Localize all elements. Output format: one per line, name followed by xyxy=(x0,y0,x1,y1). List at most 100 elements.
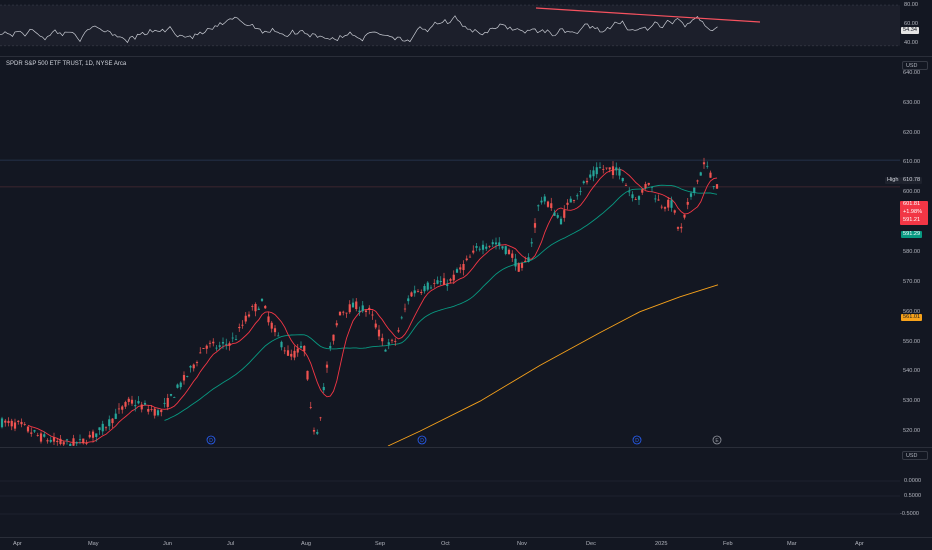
candle-140 xyxy=(455,267,459,273)
candle-8 xyxy=(26,425,30,434)
indicator-axis[interactable]: 0.0000 0.5000 -0.5000 xyxy=(900,448,932,536)
candle-body xyxy=(540,200,543,203)
candle-body xyxy=(143,402,147,405)
candle-92 xyxy=(299,341,303,349)
candle-202 xyxy=(657,194,660,201)
candle-38 xyxy=(124,400,127,409)
rsi-pane[interactable] xyxy=(0,0,900,56)
candle-122 xyxy=(397,327,400,333)
price-tick-10: 540.00 xyxy=(903,368,921,375)
candle-13 xyxy=(43,431,46,438)
candle-body xyxy=(30,432,33,434)
candle-161 xyxy=(524,256,527,263)
last-extra: 591.21 xyxy=(903,217,921,223)
candle-64 xyxy=(208,340,212,348)
price-tick-8: 560.00 xyxy=(903,308,921,315)
candle-body xyxy=(524,260,527,263)
candle-145 xyxy=(472,245,475,255)
candle-120 xyxy=(390,338,394,344)
candle-31 xyxy=(101,420,104,435)
indicator-pane[interactable] xyxy=(0,448,900,536)
candle-9 xyxy=(30,427,33,437)
pane-separator-2[interactable] xyxy=(0,447,932,448)
candle-76 xyxy=(247,311,251,318)
rsi-axis[interactable]: 80.00 60.00 40.00 54.34 xyxy=(900,0,932,56)
candle-1 xyxy=(4,418,7,427)
candle-body xyxy=(634,199,637,201)
candle-body xyxy=(572,200,576,201)
candle-105 xyxy=(342,310,345,316)
candle-157 xyxy=(511,250,514,262)
candle-88 xyxy=(286,345,290,357)
candle-27 xyxy=(88,431,91,439)
candle-68 xyxy=(221,337,225,349)
currency-button[interactable]: USD xyxy=(902,61,928,70)
candle-139 xyxy=(452,270,455,285)
candle-167 xyxy=(543,194,546,205)
candle-body xyxy=(251,306,254,308)
candle-104 xyxy=(338,311,342,316)
candle-body xyxy=(449,279,452,281)
candle-body xyxy=(546,201,550,207)
candle-body xyxy=(104,427,108,429)
candle-body xyxy=(355,301,358,310)
price-tick-3: 610.00 xyxy=(903,159,921,166)
date-label-9: 2025 xyxy=(655,541,668,547)
event-marker-1: D xyxy=(417,435,427,445)
candle-body xyxy=(595,167,598,175)
candle-5 xyxy=(17,420,20,425)
candle-body xyxy=(0,418,4,428)
candle-body xyxy=(364,310,368,313)
candle-body xyxy=(101,423,104,432)
event-marker-circle xyxy=(632,435,642,445)
candle-body xyxy=(46,440,49,442)
candle-body xyxy=(273,328,277,333)
candle-33 xyxy=(108,415,111,430)
candle-29 xyxy=(95,433,98,442)
candle-body xyxy=(650,186,654,188)
candle-118 xyxy=(384,348,387,352)
candle-184 xyxy=(598,162,602,169)
candle-185 xyxy=(602,164,605,174)
candle-body xyxy=(351,302,355,308)
candle-212 xyxy=(689,191,693,200)
candle-body xyxy=(550,203,553,209)
candle-body xyxy=(683,214,686,218)
date-label-4: Aug xyxy=(301,541,311,547)
candle-200 xyxy=(650,186,654,193)
pane-separator-1[interactable] xyxy=(0,56,932,57)
candle-98 xyxy=(319,416,322,421)
candle-body xyxy=(134,405,137,407)
candle-39 xyxy=(127,396,130,406)
high-label-tag: High xyxy=(885,177,901,184)
ma-slow-line xyxy=(387,284,719,446)
candle-3 xyxy=(10,418,13,431)
candle-101 xyxy=(329,342,332,352)
candle-217 xyxy=(706,161,709,169)
price-axis[interactable]: 640.00630.00620.00610.00600.00590.00580.… xyxy=(900,58,932,446)
last-change: +1.98% xyxy=(903,209,923,215)
candle-73 xyxy=(238,323,241,332)
last-price: 601.81 xyxy=(903,201,921,207)
candle-99 xyxy=(322,383,325,393)
candle-body xyxy=(702,162,706,165)
candle-body xyxy=(348,304,351,313)
candle-126 xyxy=(410,291,413,297)
candle-body xyxy=(166,397,169,407)
candle-body xyxy=(335,323,338,326)
candle-body xyxy=(712,186,715,187)
candle-body xyxy=(293,350,296,358)
candle-180 xyxy=(585,177,589,185)
candle-body xyxy=(75,442,78,444)
candle-body xyxy=(676,227,680,229)
candle-87 xyxy=(283,347,286,355)
candle-150 xyxy=(488,245,491,249)
candle-body xyxy=(345,312,348,314)
candle-136 xyxy=(442,272,446,285)
date-label-12: Apr xyxy=(855,541,864,547)
bottom-currency-button[interactable]: USD xyxy=(902,451,928,460)
candle-170 xyxy=(553,209,556,216)
candle-body xyxy=(394,341,397,342)
candle-body xyxy=(468,256,472,258)
